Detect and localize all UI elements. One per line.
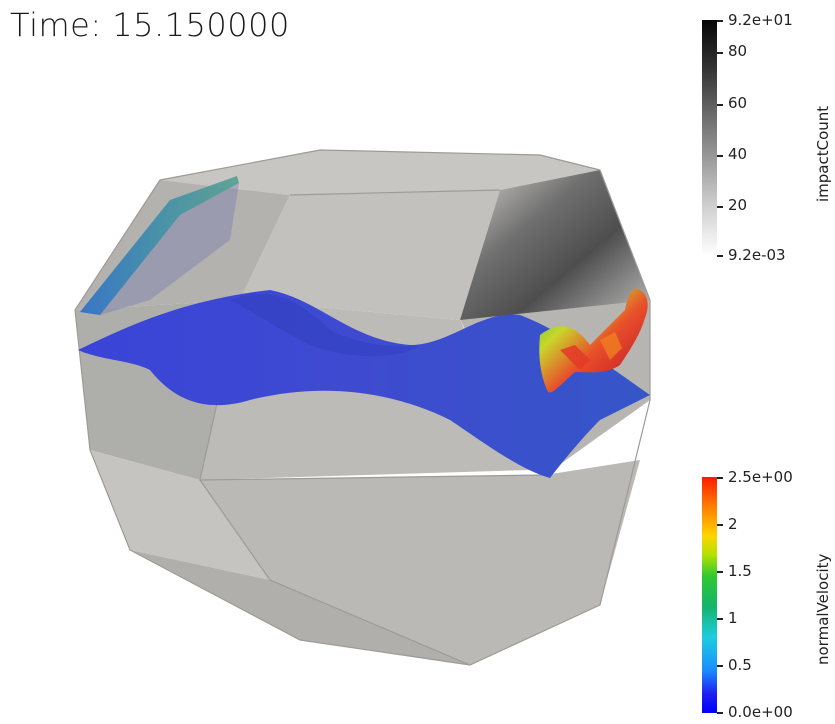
velocity-tick-2 xyxy=(717,524,723,526)
velocity-tick-label-0-5: 0.5 xyxy=(728,656,752,674)
velocity-tick-min xyxy=(717,712,723,714)
impact-tick-label-40: 40 xyxy=(728,145,748,163)
shell-face-bottom-left xyxy=(90,450,270,580)
shell-edges xyxy=(74,149,651,666)
time-label: Time: 15.150000 xyxy=(10,6,290,44)
velocity-tick-1-5 xyxy=(717,571,723,573)
velocity-tick-max xyxy=(717,477,723,479)
impact-tick-label-80: 80 xyxy=(728,42,748,60)
impact-hot-core-2 xyxy=(600,332,622,360)
impact-hot-region xyxy=(539,288,648,393)
impact-tick-label-20: 20 xyxy=(728,196,748,214)
shell-face-bottom xyxy=(200,460,640,665)
impact-tick-20 xyxy=(717,206,723,208)
shell-face-top-center xyxy=(240,190,500,320)
impact-tick-min xyxy=(717,255,723,257)
impact-count-colorbar xyxy=(702,20,717,256)
impact-tick-max xyxy=(717,20,723,22)
velocity-tick-label-2: 2 xyxy=(728,515,738,533)
impact-min-label: 9.2e-03 xyxy=(728,246,786,264)
velocity-tick-label-1: 1 xyxy=(728,609,738,627)
blue-fluid-surface-fold xyxy=(230,294,420,357)
impact-tick-60 xyxy=(717,104,723,106)
shell-face-top xyxy=(160,150,600,195)
impact-tick-40 xyxy=(717,155,723,157)
velocity-tick-label-1-5: 1.5 xyxy=(728,562,752,580)
impact-hot-core xyxy=(560,345,590,370)
velocity-tick-0-5 xyxy=(717,665,723,667)
velocity-max-label: 2.5e+00 xyxy=(728,468,793,486)
velocity-tick-1 xyxy=(717,618,723,620)
impact-tick-label-60: 60 xyxy=(728,94,748,112)
impact-max-label: 9.2e+01 xyxy=(728,11,793,29)
velocity-colorbar-title: normalVelocity xyxy=(814,553,832,665)
surface-strip-topleft xyxy=(80,176,239,315)
impact-colorbar-title: impactCount xyxy=(814,105,832,202)
normal-velocity-colorbar xyxy=(702,477,717,713)
surface-strip-topleft-inner xyxy=(100,183,239,315)
shell-face-bottom-front xyxy=(130,550,470,665)
velocity-min-label: 0.0e+00 xyxy=(728,703,793,721)
blue-fluid-surface xyxy=(78,290,650,478)
impact-tick-80 xyxy=(717,52,723,54)
shell-face-top-right xyxy=(460,170,650,330)
